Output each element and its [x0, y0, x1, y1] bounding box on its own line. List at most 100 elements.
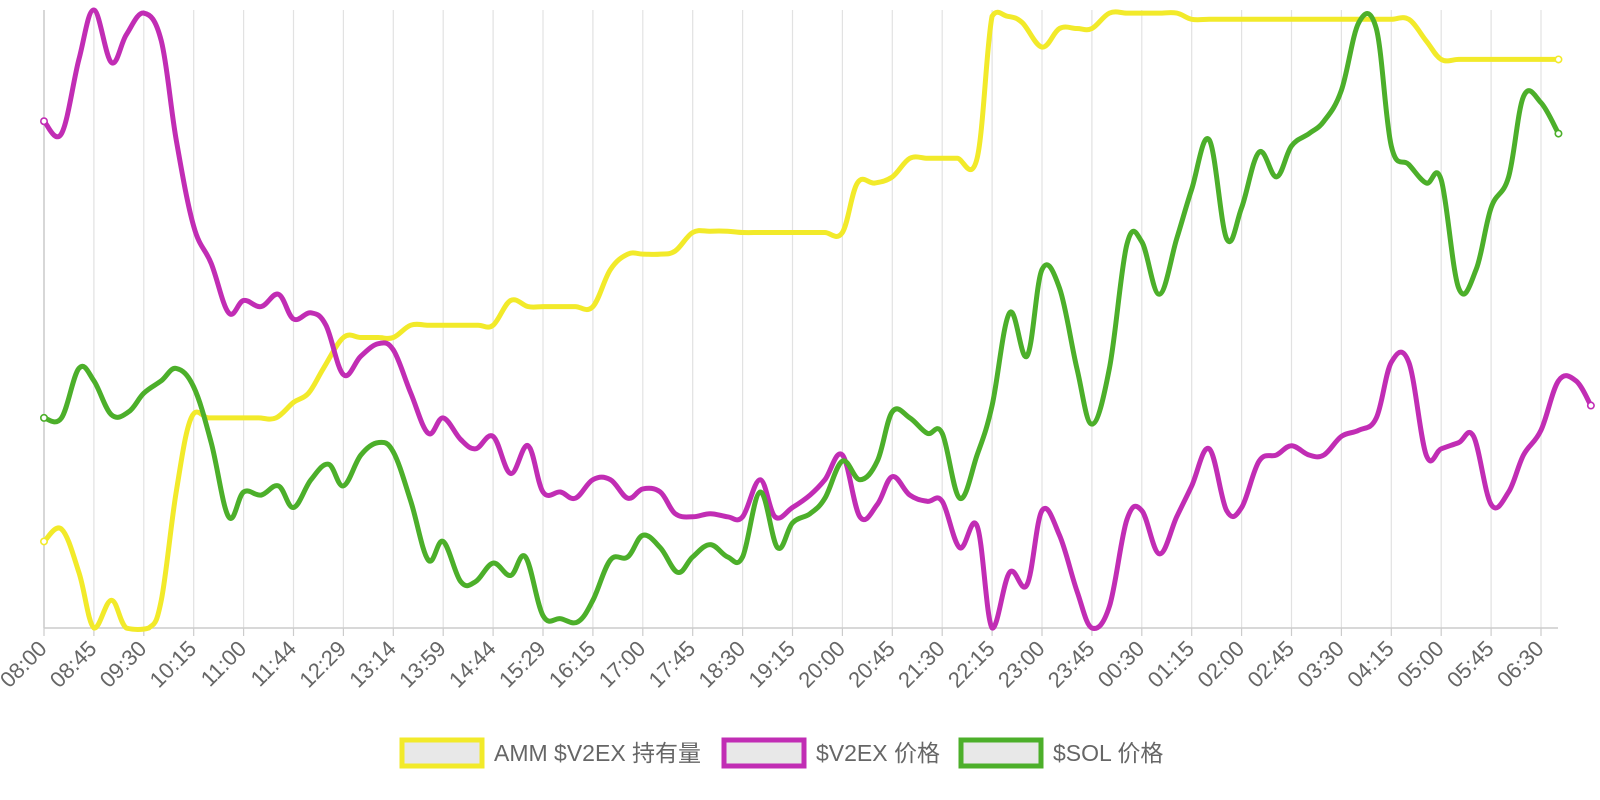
- data-point: [242, 298, 246, 303]
- data-point: [1175, 237, 1179, 241]
- data-point: [491, 323, 495, 327]
- data-point: [1240, 206, 1244, 210]
- data-point: [925, 499, 929, 503]
- data-point: [1322, 119, 1326, 123]
- series-line-v2ex: [41, 7, 1594, 631]
- data-point: [641, 252, 645, 256]
- data-point: [1389, 360, 1393, 364]
- data-point: [1140, 240, 1144, 244]
- data-point: [1057, 26, 1062, 31]
- data-point: [990, 626, 994, 630]
- data-point: [59, 527, 64, 531]
- data-point: [324, 323, 328, 327]
- data-point: [291, 317, 296, 321]
- data-point: [890, 175, 894, 179]
- data-point: [1407, 162, 1411, 167]
- data-point: [726, 515, 730, 519]
- data-point: [391, 450, 395, 454]
- data-point: [958, 546, 962, 550]
- data-point: [159, 598, 163, 602]
- data-point: [1389, 144, 1393, 148]
- data-point: [159, 379, 163, 383]
- x-tick-label: 11:44: [246, 636, 301, 691]
- data-point: [1057, 533, 1062, 537]
- data-point: [691, 555, 695, 559]
- data-point: [242, 490, 246, 494]
- data-point: [808, 230, 812, 235]
- x-tick-label: 19:15: [743, 636, 800, 693]
- data-point: [741, 230, 745, 235]
- data-point: [1225, 17, 1229, 21]
- data-point: [59, 416, 64, 420]
- x-tick-label: 06:30: [1492, 636, 1549, 693]
- data-point: [1090, 422, 1094, 426]
- data-point: [641, 487, 645, 491]
- data-point: [1357, 20, 1361, 24]
- data-point: [426, 558, 430, 562]
- x-tick-label: 13:59: [394, 636, 451, 693]
- data-point: [626, 252, 630, 256]
- data-point: [808, 493, 812, 497]
- data-point: [1040, 45, 1044, 49]
- x-tick-label: 23:45: [1043, 636, 1100, 693]
- data-point: [409, 499, 413, 503]
- data-point: [526, 305, 530, 309]
- data-point: [1207, 17, 1211, 21]
- chart-series: [39, 7, 1595, 632]
- data-point: [391, 335, 395, 340]
- data-point: [192, 385, 196, 389]
- x-tick-label: 11:00: [196, 636, 251, 691]
- data-point: [908, 156, 912, 160]
- data-point: [147, 626, 151, 630]
- data-point: [341, 373, 345, 377]
- data-point: [109, 598, 113, 602]
- data-point: [676, 570, 680, 574]
- data-point: [1107, 604, 1111, 608]
- x-tick-label: 03:30: [1292, 636, 1349, 693]
- data-point: [741, 555, 745, 559]
- data-point: [940, 431, 944, 435]
- data-point: [1240, 17, 1244, 21]
- data-point: [591, 598, 595, 602]
- data-point: [1140, 11, 1144, 15]
- data-point: [858, 515, 862, 519]
- data-point: [1025, 583, 1029, 587]
- data-point: [1140, 508, 1144, 513]
- data-point: [1539, 101, 1543, 105]
- data-point: [1225, 237, 1229, 241]
- data-point: [1524, 57, 1528, 62]
- data-point: [1075, 366, 1079, 371]
- legend-item-sol[interactable]: $SOL 价格: [958, 737, 1163, 769]
- data-point: [908, 416, 912, 420]
- data-point: [741, 515, 745, 519]
- legend-item-v2ex[interactable]: $V2EX 价格: [721, 737, 940, 769]
- data-point: [474, 447, 478, 451]
- data-point: [291, 505, 296, 510]
- data-point: [673, 512, 677, 516]
- legend-item-amm[interactable]: AMM $V2EX 持有量: [399, 737, 701, 769]
- data-point: [925, 156, 929, 160]
- x-tick-label: 17:45: [644, 636, 701, 693]
- data-point: [426, 431, 430, 435]
- data-point: [1489, 206, 1493, 210]
- data-point: [573, 496, 578, 500]
- data-point: [1506, 57, 1511, 62]
- data-point: [541, 490, 545, 494]
- data-point: [773, 515, 777, 519]
- data-point: [508, 471, 513, 476]
- data-point: [1489, 502, 1493, 506]
- data-point: [790, 521, 795, 525]
- x-tick-label: 12:29: [294, 636, 351, 693]
- data-point: [359, 335, 363, 340]
- data-point: [92, 379, 96, 383]
- data-point: [426, 323, 430, 327]
- data-point: [1190, 187, 1194, 191]
- data-point: [142, 11, 146, 15]
- data-point: [608, 478, 612, 482]
- data-point: [159, 39, 163, 43]
- x-tick-label: 04:15: [1342, 636, 1399, 693]
- data-point: [925, 431, 929, 435]
- data-point: [958, 496, 962, 500]
- data-point: [840, 230, 845, 235]
